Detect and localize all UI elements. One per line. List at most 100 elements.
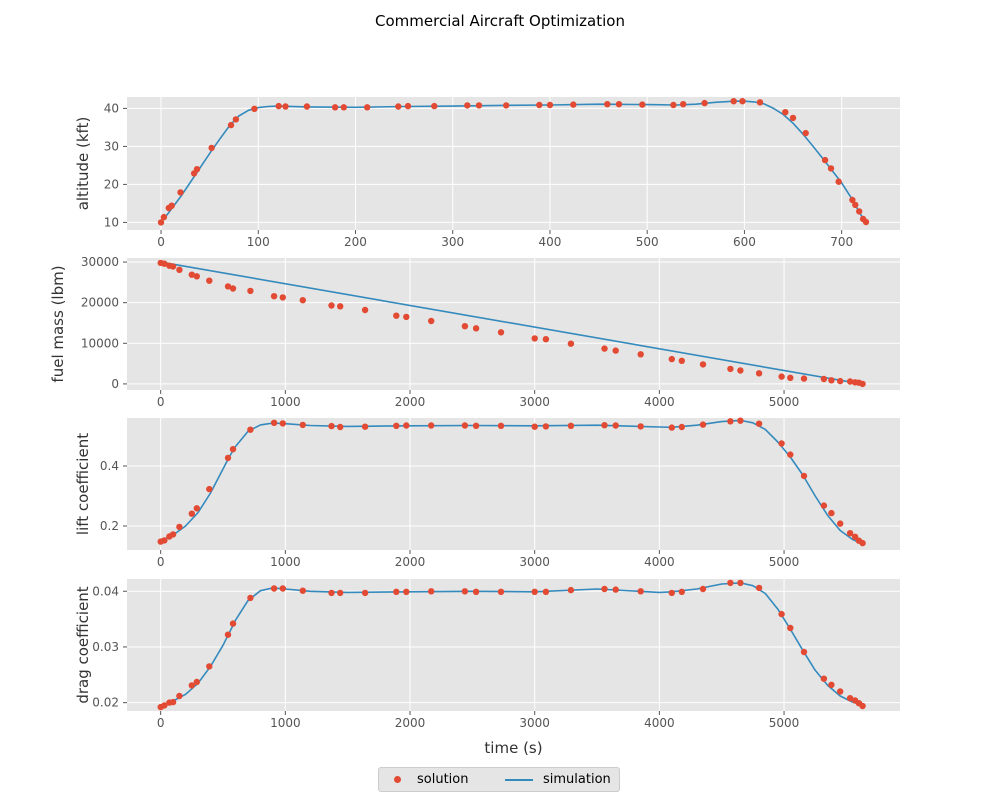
solution-point [393, 312, 400, 319]
solution-point [169, 263, 177, 270]
solution-point [279, 420, 286, 427]
solution-point [206, 277, 213, 284]
solution-point [542, 423, 550, 430]
panel-background [127, 418, 900, 550]
solution-point [176, 692, 183, 700]
solution-point [546, 101, 554, 109]
y-tick-label: 0.04 [92, 584, 119, 598]
solution-point [206, 485, 213, 493]
solution-point [177, 189, 184, 196]
x-axis-label: time (s) [484, 739, 542, 757]
x-tick-label: 2000 [395, 716, 426, 730]
solution-point [361, 306, 369, 314]
y-tick-label: 0.03 [92, 640, 119, 654]
solution-point [639, 101, 646, 108]
solution-point [827, 165, 835, 172]
solution-point [161, 537, 168, 544]
solution-point [328, 302, 335, 309]
solution-point [727, 418, 734, 425]
solution-point [782, 109, 789, 116]
solution-point [756, 99, 764, 106]
solution-point [461, 422, 469, 429]
solution-point [224, 454, 232, 462]
solution-point [279, 585, 286, 592]
solution-point [282, 103, 289, 110]
solution-point [404, 102, 412, 110]
solution-point [193, 166, 201, 173]
solution-point [637, 588, 644, 595]
solution-point [497, 422, 505, 429]
solution-point [787, 624, 794, 632]
y-tick-label: 30 [104, 139, 119, 153]
x-tick-label: 700 [830, 235, 853, 249]
solution-point [361, 589, 369, 597]
solution-point [615, 101, 623, 108]
x-tick-label: 1000 [270, 716, 301, 730]
solution-point [678, 357, 685, 364]
solution-point [251, 105, 258, 113]
solution-point [859, 702, 866, 710]
solution-point [224, 631, 232, 638]
solution-point [778, 373, 785, 380]
x-tick-label: 5000 [769, 395, 800, 409]
x-tick-label: 2000 [395, 555, 426, 569]
solution-point [787, 451, 794, 458]
solution-point [464, 102, 471, 109]
solution-point [678, 423, 685, 431]
solution-point [567, 586, 575, 594]
figure-title: Commercial Aircraft Optimization [375, 12, 625, 30]
solution-point [737, 417, 744, 424]
solution-point [395, 103, 402, 110]
solution-point [157, 219, 165, 226]
solution-point [161, 260, 168, 267]
y-tick-label: 20 [104, 177, 119, 191]
solution-point [303, 103, 311, 110]
solution-point [270, 419, 278, 426]
solution-point [612, 422, 619, 429]
solution-point [755, 584, 763, 592]
solution-point [800, 472, 808, 480]
solution-point [275, 102, 282, 110]
solution-point [461, 588, 469, 595]
panel-1: 0 100 200 300 400 500 600 700 10 20 30 40 altitude (… [74, 97, 900, 249]
y-tick-label: 10000 [81, 336, 119, 350]
solution-point [570, 101, 577, 108]
solution-point [472, 325, 480, 332]
solution-point [837, 377, 844, 385]
x-tick-label: 0 [157, 235, 165, 249]
solution-point [604, 101, 611, 108]
y-tick-label: 30000 [81, 255, 119, 269]
solution-point [849, 196, 856, 204]
solution-point [737, 579, 744, 587]
solution-point [727, 579, 734, 587]
x-tick-label: 3000 [519, 395, 550, 409]
solution-point [428, 422, 435, 429]
x-tick-label: 100 [247, 235, 270, 249]
solution-point [169, 698, 177, 706]
solution-point [229, 285, 237, 292]
solution-point [820, 375, 828, 383]
y-axis-label: lift coefficient [74, 433, 92, 535]
solution-point [475, 102, 483, 109]
y-axis-label: fuel mass (lbm) [49, 265, 67, 382]
solution-point [208, 144, 215, 152]
solution-point [859, 539, 866, 547]
solution-point [835, 178, 842, 185]
simulation-line [160, 261, 862, 385]
solution-point [428, 317, 435, 325]
y-tick-label: 40 [104, 101, 119, 115]
solution-point [229, 446, 237, 453]
solution-point [828, 509, 835, 517]
solution-marker-icon [394, 776, 401, 783]
solution-point [299, 297, 306, 304]
solution-point [612, 586, 619, 593]
solution-point [536, 101, 543, 109]
solution-point [859, 380, 866, 388]
legend: solution simulation [378, 767, 620, 792]
solution-point [699, 361, 707, 368]
solution-point [778, 440, 785, 447]
solution-point [299, 587, 306, 594]
solution-point [755, 370, 763, 377]
solution-point [270, 293, 278, 300]
